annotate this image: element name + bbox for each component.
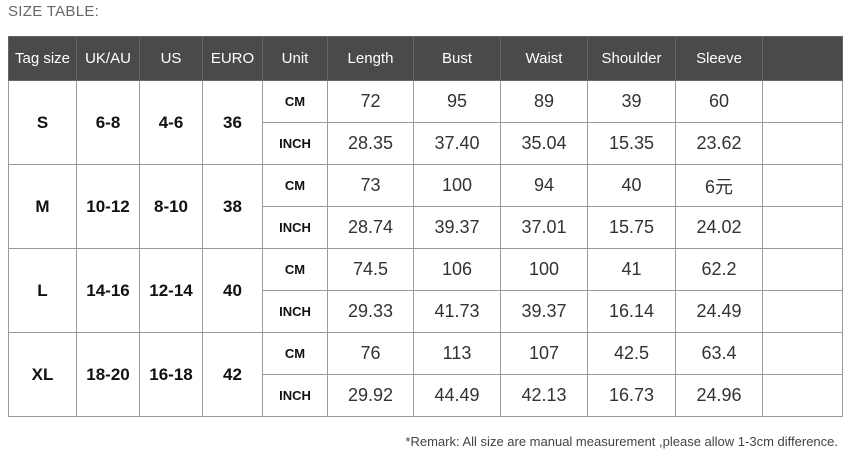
column-header: Tag size [8,36,77,81]
table-row: INCH 29.33 41.73 39.37 16.14 24.49 [9,290,843,333]
measurement-cell: 74.5 [327,248,414,291]
us-cell: 8-10 [139,164,203,249]
uk-au-cell: 10-12 [76,164,140,249]
column-header: Bust [413,36,501,81]
measurement-cell: 60 [675,80,763,123]
measurement-cell: 41.73 [413,290,501,333]
measurement-cell: 37.01 [500,206,588,249]
measurement-cell: 15.35 [587,122,676,165]
measurement-cell: 107 [500,332,588,375]
measurement-cell: 16.73 [587,374,676,417]
euro-cell: 36 [202,80,263,165]
size-table: Tag size UK/AU US EURO Unit Length Bust Waist Sh… [8,36,843,417]
measurement-cell: 15.75 [587,206,676,249]
measurement-cell: 76 [327,332,414,375]
tag-size-cell: L [8,248,77,333]
measurement-cell: 6元 [675,164,763,207]
unit-cell: INCH [262,290,328,333]
measurement-cell: 95 [413,80,501,123]
measurement-cell: 62.2 [675,248,763,291]
column-header: US [139,36,203,81]
empty-cell [762,332,843,375]
tag-size-cell: M [8,164,77,249]
measurement-cell: 23.62 [675,122,763,165]
uk-au-cell: 18-20 [76,332,140,417]
euro-cell: 40 [202,248,263,333]
measurement-cell: 113 [413,332,501,375]
euro-cell: 42 [202,332,263,417]
measurement-cell: 39.37 [500,290,588,333]
uk-au-cell: 6-8 [76,80,140,165]
measurement-cell: 100 [500,248,588,291]
empty-cell [762,374,843,417]
uk-au-cell: 14-16 [76,248,140,333]
unit-cell: CM [262,332,328,375]
measurement-cell: 94 [500,164,588,207]
measurement-cell: 40 [587,164,676,207]
empty-cell [762,122,843,165]
unit-cell: CM [262,248,328,291]
measurement-cell: 29.33 [327,290,414,333]
unit-cell: CM [262,80,328,123]
measurement-cell: 89 [500,80,588,123]
tag-size-cell: XL [8,332,77,417]
unit-cell: INCH [262,206,328,249]
column-header [762,36,843,81]
table-row: INCH 29.92 44.49 42.13 16.73 24.96 [9,374,843,417]
column-header: Waist [500,36,588,81]
us-cell: 16-18 [139,332,203,417]
measurement-cell: 35.04 [500,122,588,165]
measurement-cell: 42.5 [587,332,676,375]
column-header: Length [327,36,414,81]
measurement-cell: 24.02 [675,206,763,249]
table-row: INCH 28.35 37.40 35.04 15.35 23.62 [9,122,843,165]
measurement-cell: 39 [587,80,676,123]
empty-cell [762,248,843,291]
empty-cell [762,206,843,249]
column-header: Sleeve [675,36,763,81]
us-cell: 12-14 [139,248,203,333]
measurement-cell: 24.49 [675,290,763,333]
table-row: INCH 28.74 39.37 37.01 15.75 24.02 [9,206,843,249]
measurement-cell: 106 [413,248,501,291]
measurement-cell: 100 [413,164,501,207]
column-header: UK/AU [76,36,140,81]
measurement-cell: 73 [327,164,414,207]
measurement-cell: 42.13 [500,374,588,417]
table-row: S 6-8 4-6 36 CM 72 95 89 39 60 [8,80,843,165]
empty-cell [762,164,843,207]
measurement-cell: 28.35 [327,122,414,165]
column-header: EURO [202,36,263,81]
column-header: Unit [262,36,328,81]
measurement-cell: 63.4 [675,332,763,375]
measurement-cell: 16.14 [587,290,676,333]
table-row: M 10-12 8-10 38 CM 73 100 94 40 6元 [8,164,843,249]
unit-cell: CM [262,164,328,207]
measurement-cell: 41 [587,248,676,291]
measurement-cell: 29.92 [327,374,414,417]
empty-cell [762,290,843,333]
tag-size-cell: S [8,80,77,165]
size-table-title: SIZE TABLE: [8,3,100,20]
table-row: XL 18-20 16-18 42 CM 76 113 107 42.5 63.4 [8,332,843,417]
measurement-cell: 44.49 [413,374,501,417]
measurement-cell: 37.40 [413,122,501,165]
column-header: Shoulder [587,36,676,81]
measurement-cell: 28.74 [327,206,414,249]
unit-cell: INCH [262,122,328,165]
header-row: Tag size UK/AU US EURO Unit Length Bust Waist Sh… [8,36,843,81]
measurement-cell: 24.96 [675,374,763,417]
measurement-cell: 39.37 [413,206,501,249]
table-row: L 14-16 12-14 40 CM 74.5 106 100 41 62.2 [8,248,843,333]
unit-cell: INCH [262,374,328,417]
us-cell: 4-6 [139,80,203,165]
empty-cell [762,80,843,123]
measurement-cell: 72 [327,80,414,123]
euro-cell: 38 [202,164,263,249]
remark-note: *Remark: All size are manual measurement… [405,434,838,449]
